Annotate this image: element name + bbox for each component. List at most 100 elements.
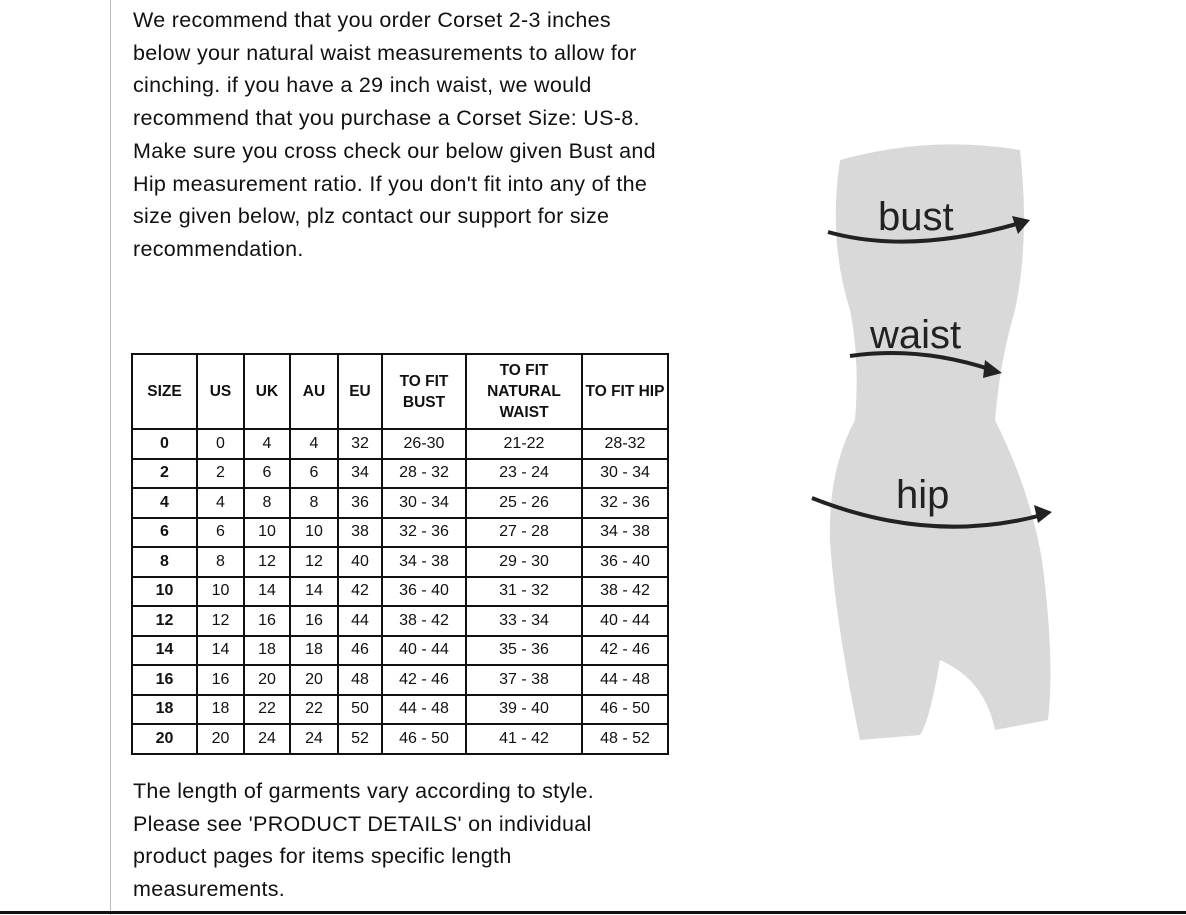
table-cell: 4 bbox=[243, 428, 291, 460]
table-cell: 14 bbox=[243, 575, 291, 607]
table-cell: 40 - 44 bbox=[381, 634, 467, 666]
hip-arrowhead bbox=[1034, 505, 1052, 523]
table-cell: 36 - 40 bbox=[381, 575, 467, 607]
column-header: SIZE bbox=[131, 353, 198, 430]
table-cell: 27 - 28 bbox=[465, 516, 583, 548]
body-silhouette bbox=[829, 144, 1051, 740]
table-cell: 8 bbox=[196, 546, 245, 578]
size-cell: 2 bbox=[131, 457, 198, 489]
table-cell: 24 bbox=[289, 723, 339, 755]
table-row: 0 0 4 4 32 26-30 21-22 28-32 bbox=[131, 428, 669, 460]
table-row: 8 8 12 12 40 34 - 38 29 - 30 36 - 40 bbox=[131, 546, 669, 578]
table-cell: 24 bbox=[243, 723, 291, 755]
table-cell: 36 bbox=[337, 487, 383, 519]
table-cell: 44 - 48 bbox=[581, 664, 669, 696]
column-header: UK bbox=[243, 353, 291, 430]
table-cell: 30 - 34 bbox=[581, 457, 669, 489]
table-cell: 20 bbox=[289, 664, 339, 696]
table-cell: 32 bbox=[337, 428, 383, 460]
table-header-row: SIZE US UK AU EU TO FIT BUST TO FIT NATURAL WA… bbox=[131, 353, 669, 430]
table-cell: 16 bbox=[289, 605, 339, 637]
table-cell: 32 - 36 bbox=[381, 516, 467, 548]
size-cell: 10 bbox=[131, 575, 198, 607]
table-cell: 37 - 38 bbox=[465, 664, 583, 696]
table-cell: 50 bbox=[337, 693, 383, 725]
column-header: EU bbox=[337, 353, 383, 430]
table-cell: 34 - 38 bbox=[581, 516, 669, 548]
column-header: US bbox=[196, 353, 245, 430]
table-cell: 38 - 42 bbox=[381, 605, 467, 637]
table-row: 14 14 18 18 46 40 - 44 35 - 36 42 - 46 bbox=[131, 634, 669, 666]
table-cell: 4 bbox=[196, 487, 245, 519]
table-cell: 34 - 38 bbox=[381, 546, 467, 578]
table-cell: 48 - 52 bbox=[581, 723, 669, 755]
table-cell: 31 - 32 bbox=[465, 575, 583, 607]
intro-text: We recommend that you order Corset 2-3 i… bbox=[133, 8, 656, 261]
table-cell: 20 bbox=[196, 723, 245, 755]
size-cell: 4 bbox=[131, 487, 198, 519]
table-cell: 34 bbox=[337, 457, 383, 489]
table-cell: 28 - 32 bbox=[381, 457, 467, 489]
table-cell: 33 - 34 bbox=[465, 605, 583, 637]
table-cell: 38 - 42 bbox=[581, 575, 669, 607]
page-left-border bbox=[110, 0, 111, 915]
table-cell: 0 bbox=[196, 428, 245, 460]
table-cell: 21-22 bbox=[465, 428, 583, 460]
table-cell: 46 bbox=[337, 634, 383, 666]
column-header: TO FIT NATURAL WAIST bbox=[465, 353, 583, 430]
size-cell: 14 bbox=[131, 634, 198, 666]
table-cell: 6 bbox=[289, 457, 339, 489]
table-cell: 8 bbox=[243, 487, 291, 519]
table-cell: 4 bbox=[289, 428, 339, 460]
table-cell: 18 bbox=[289, 634, 339, 666]
table-cell: 6 bbox=[243, 457, 291, 489]
size-cell: 8 bbox=[131, 546, 198, 578]
table-cell: 10 bbox=[289, 516, 339, 548]
table-cell: 14 bbox=[289, 575, 339, 607]
table-cell: 26-30 bbox=[381, 428, 467, 460]
table-cell: 29 - 30 bbox=[465, 546, 583, 578]
size-cell: 20 bbox=[131, 723, 198, 755]
bust-arrow bbox=[827, 221, 1021, 244]
table-row: 2 2 6 6 34 28 - 32 23 - 24 30 - 34 bbox=[131, 457, 669, 489]
table-cell: 42 bbox=[337, 575, 383, 607]
bust-arrowhead bbox=[1012, 216, 1030, 234]
waist-arrow bbox=[849, 351, 993, 372]
table-row: 6 6 10 10 38 32 - 36 27 - 28 34 - 38 bbox=[131, 516, 669, 548]
table-cell: 22 bbox=[243, 693, 291, 725]
table-cell: 44 - 48 bbox=[381, 693, 467, 725]
table-cell: 40 - 44 bbox=[581, 605, 669, 637]
table-cell: 48 bbox=[337, 664, 383, 696]
table-cell: 35 - 36 bbox=[465, 634, 583, 666]
bottom-border bbox=[0, 911, 1186, 914]
table-cell: 44 bbox=[337, 605, 383, 637]
table-row: 4 4 8 8 36 30 - 34 25 - 26 32 - 36 bbox=[131, 487, 669, 519]
table-cell: 2 bbox=[196, 457, 245, 489]
table-row: 10 10 14 14 42 36 - 40 31 - 32 38 - 42 bbox=[131, 575, 669, 607]
size-chart-table: SIZE US UK AU EU TO FIT BUST TO FIT NATURAL WA… bbox=[131, 353, 669, 755]
table-cell: 10 bbox=[243, 516, 291, 548]
table-cell: 38 bbox=[337, 516, 383, 548]
bust-label: bust bbox=[878, 195, 954, 239]
table-cell: 40 bbox=[337, 546, 383, 578]
waist-label: waist bbox=[869, 313, 961, 357]
length-note-text: The length of garments vary according to… bbox=[133, 779, 595, 902]
table-cell: 42 - 46 bbox=[581, 634, 669, 666]
table-row: 18 18 22 22 50 44 - 48 39 - 40 46 - 50 bbox=[131, 693, 669, 725]
table-cell: 41 - 42 bbox=[465, 723, 583, 755]
table-cell: 25 - 26 bbox=[465, 487, 583, 519]
table-cell: 28-32 bbox=[581, 428, 669, 460]
table-cell: 30 - 34 bbox=[381, 487, 467, 519]
column-header: TO FIT HIP bbox=[581, 353, 669, 430]
table-cell: 32 - 36 bbox=[581, 487, 669, 519]
table-cell: 42 - 46 bbox=[381, 664, 467, 696]
table-cell: 36 - 40 bbox=[581, 546, 669, 578]
size-cell: 6 bbox=[131, 516, 198, 548]
table-cell: 16 bbox=[196, 664, 245, 696]
size-cell: 18 bbox=[131, 693, 198, 725]
table-cell: 18 bbox=[243, 634, 291, 666]
table-cell: 22 bbox=[289, 693, 339, 725]
column-header: AU bbox=[289, 353, 339, 430]
table-cell: 12 bbox=[243, 546, 291, 578]
table-cell: 8 bbox=[289, 487, 339, 519]
